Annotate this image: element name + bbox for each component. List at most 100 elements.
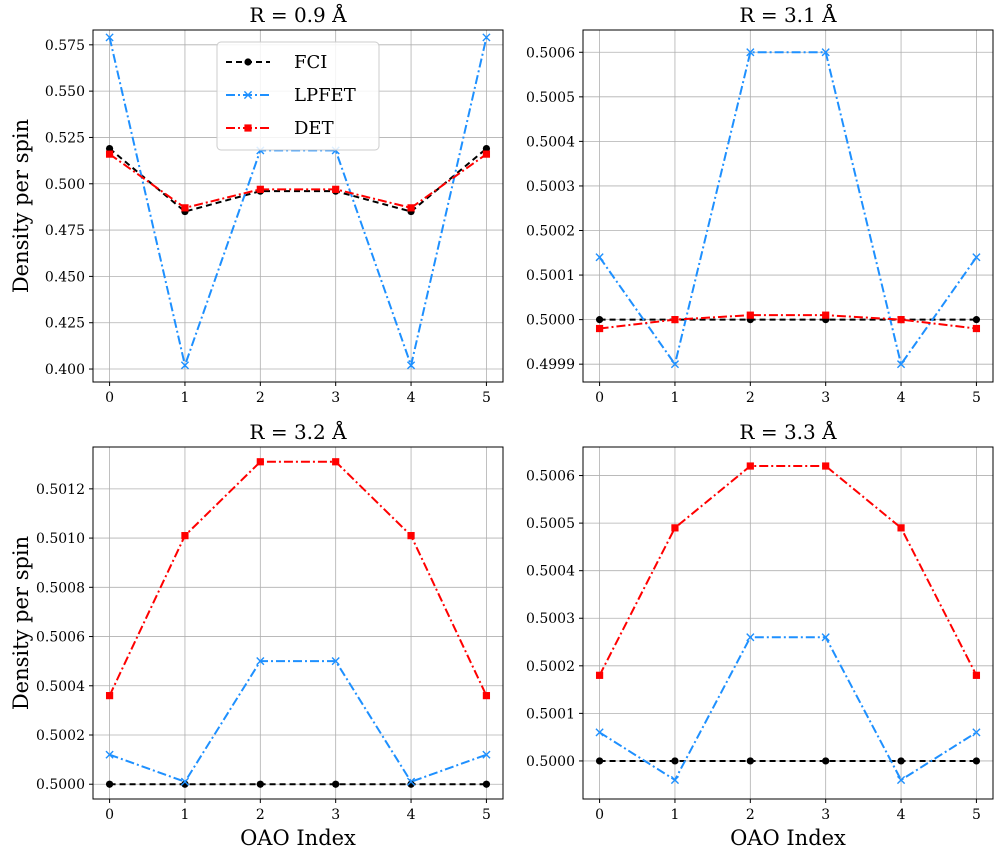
y-tick-label: 0.5001 xyxy=(526,706,575,722)
data-point-lpfet xyxy=(670,360,680,369)
data-point-fci xyxy=(595,316,604,324)
data-point-det xyxy=(181,204,189,212)
legend-marker xyxy=(244,58,252,66)
legend-marker xyxy=(244,124,252,132)
series-group xyxy=(105,458,491,788)
data-point-fci xyxy=(256,780,264,788)
y-tick-label: 0.5002 xyxy=(526,659,575,675)
x-tick-label: 5 xyxy=(482,390,491,406)
data-point-det xyxy=(822,311,830,319)
data-point-fci xyxy=(407,780,415,788)
data-point-det xyxy=(822,462,830,470)
data-point-lpfet xyxy=(180,777,190,786)
y-tick-label: 0.5001 xyxy=(526,268,575,284)
plot-frame xyxy=(92,29,504,383)
x-tick-label: 5 xyxy=(972,807,981,823)
legend-marker xyxy=(243,90,253,100)
data-point-lpfet xyxy=(406,777,416,786)
data-point-det xyxy=(482,150,491,158)
data-point-lpfet xyxy=(406,361,416,370)
data-point-det xyxy=(671,316,679,324)
series-line-fci xyxy=(108,147,488,213)
subplot-title: R = 3.3 Å xyxy=(739,419,837,444)
subplot-1: 0 1 2 3 4 5 0.400 0.425 0.450 0.475 0.500 0.525 0.55… xyxy=(9,2,504,406)
data-point-lpfet xyxy=(746,48,755,57)
data-point-fci xyxy=(746,757,754,765)
data-point-lpfet xyxy=(821,48,830,57)
data-point-lpfet xyxy=(972,728,981,737)
y-tick-label: 0.500 xyxy=(45,177,85,193)
data-point-det xyxy=(972,671,981,679)
y-tick-label: 0.5000 xyxy=(36,777,85,793)
y-tick-label: 0.4999 xyxy=(526,357,575,373)
data-point-det xyxy=(746,462,754,470)
legend: FCI LPFET DET xyxy=(216,41,380,151)
data-point-fci xyxy=(972,316,981,324)
y-tick-label: 0.400 xyxy=(45,362,85,378)
x-tick-label: 4 xyxy=(407,807,416,823)
data-point-det xyxy=(105,150,114,158)
data-point-det xyxy=(105,692,114,700)
x-tick-label: 1 xyxy=(670,807,679,823)
series-group xyxy=(595,462,981,785)
x-tick-label: 4 xyxy=(897,390,906,406)
y-tick-label: 0.5004 xyxy=(36,679,85,695)
data-point-fci xyxy=(822,757,830,765)
data-point-fci xyxy=(105,144,114,153)
x-tick-label: 2 xyxy=(256,807,265,823)
data-point-det xyxy=(256,185,264,193)
data-point-lpfet xyxy=(896,360,906,369)
subplot-title: R = 3.1 Å xyxy=(739,2,837,27)
subplot-2: 0 1 2 3 4 5 0.4999 0.5000 0.5001 0.5002 0.5003 0.50… xyxy=(526,2,994,406)
y-tick-label: 0.5002 xyxy=(526,224,575,240)
x-tick-label: 5 xyxy=(972,390,981,406)
y-tick-label: 0.425 xyxy=(45,316,85,332)
data-point-fci xyxy=(181,780,189,788)
data-point-det xyxy=(181,532,189,540)
data-point-lpfet xyxy=(595,253,604,262)
y-tick-label: 0.5005 xyxy=(526,516,575,532)
data-point-fci xyxy=(482,144,491,153)
data-point-det xyxy=(972,324,981,333)
y-tick-label: 0.475 xyxy=(45,223,85,239)
subplot-4: 0 1 2 3 4 5 0.5000 0.5001 0.5002 0.5003 0.5004 0.50… xyxy=(526,419,994,850)
y-tick-label: 0.575 xyxy=(45,38,85,54)
x-axis-label: OAO Index xyxy=(240,826,356,850)
subplot-3: 0 1 2 3 4 5 0.5000 0.5002 0.5004 0.5006 0.5008 0.50… xyxy=(9,419,504,850)
subplot-title: R = 0.9 Å xyxy=(249,2,347,27)
subplot-title: R = 3.2 Å xyxy=(249,419,347,444)
y-tick-label: 0.5005 xyxy=(526,90,575,106)
y-tick-label: 0.5004 xyxy=(526,564,575,580)
x-tick-label: 0 xyxy=(595,390,604,406)
x-tick-label: 0 xyxy=(595,807,604,823)
data-point-fci xyxy=(595,757,604,765)
y-tick-label: 0.5000 xyxy=(526,313,575,329)
data-point-lpfet xyxy=(482,33,491,42)
series-group xyxy=(595,48,981,369)
x-tick-label: 2 xyxy=(746,390,755,406)
plot-frame xyxy=(92,446,504,800)
data-point-lpfet xyxy=(331,657,340,666)
data-point-det xyxy=(746,311,754,319)
plot-frame xyxy=(582,446,994,800)
y-tick-label: 0.5012 xyxy=(36,482,85,498)
data-point-fci xyxy=(897,757,905,765)
data-point-lpfet xyxy=(180,361,190,370)
series-line-lpfet xyxy=(598,51,978,367)
x-tick-label: 3 xyxy=(821,390,830,406)
legend-item-det: DET xyxy=(226,118,334,139)
x-tick-label: 0 xyxy=(105,807,114,823)
data-point-det xyxy=(595,324,604,333)
data-point-lpfet xyxy=(972,253,981,262)
legend-box xyxy=(216,41,380,151)
data-point-det xyxy=(332,458,340,466)
y-tick-label: 0.5010 xyxy=(36,531,85,547)
y-tick-label: 0.5008 xyxy=(36,580,85,596)
data-point-det xyxy=(897,524,905,532)
legend-label: DET xyxy=(294,118,334,139)
y-tick-label: 0.5003 xyxy=(526,179,575,195)
data-point-det xyxy=(407,532,415,540)
x-tick-label: 4 xyxy=(897,807,906,823)
x-tick-label: 1 xyxy=(670,390,679,406)
